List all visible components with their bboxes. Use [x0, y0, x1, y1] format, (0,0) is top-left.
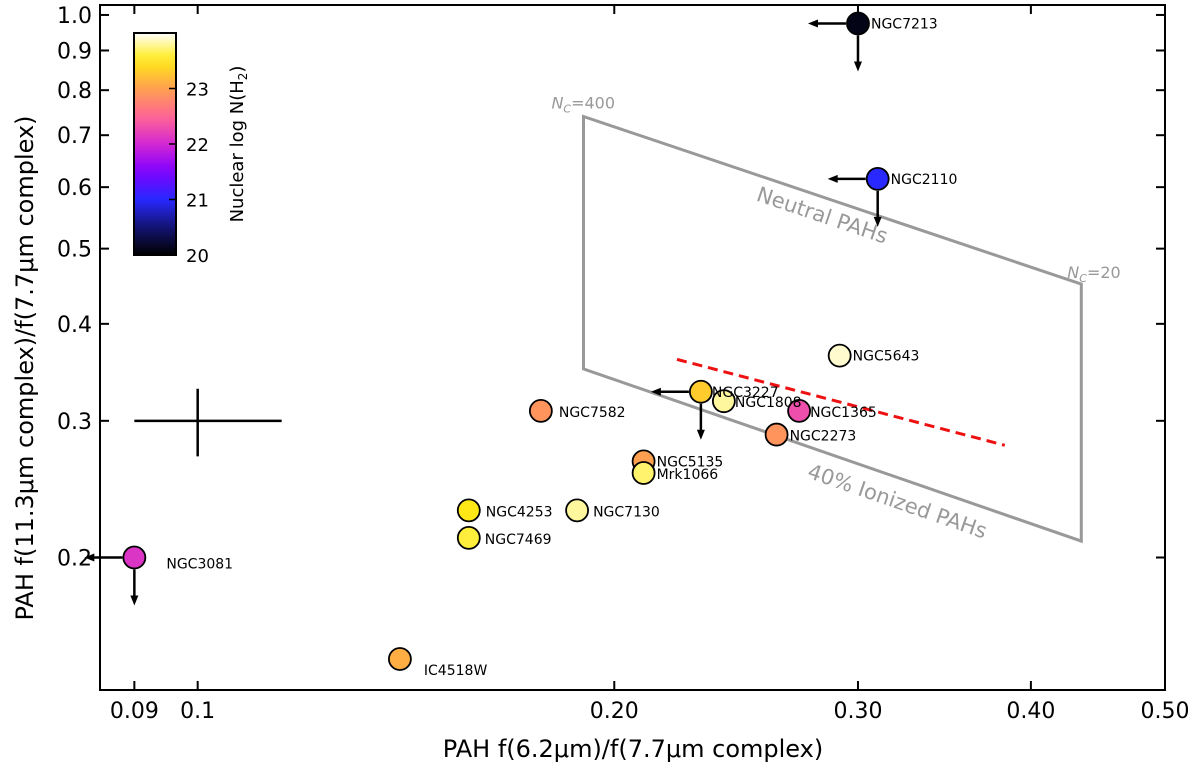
colorbar-tick-label: 21 [186, 191, 209, 212]
point-ngc7130 [565, 498, 589, 523]
upper-limit-y-arrowhead [696, 429, 705, 440]
upper-limit-x-arrowhead [84, 553, 95, 562]
ticks-layer: 0.09 0.1 0.20 0.30 0.40 0.50 0.2 0.3 0.4 0.5 0.6 0.… [57, 4, 1189, 724]
point-label: NGC5643 [853, 349, 920, 365]
colorbar-tick-label: 23 [186, 80, 209, 101]
y-tick-label: 0.3 [57, 410, 92, 435]
point-ngc7469 [456, 525, 481, 550]
point-ngc3227 [650, 379, 713, 440]
point-label: NGC4253 [486, 504, 553, 520]
y-axis-title: PAH f(11.3μm complex)/f(7.7μm complex) [11, 115, 39, 620]
point-label: NGC3081 [166, 557, 233, 573]
x-axis-title: PAH f(6.2μm)/f(7.7μm complex) [443, 735, 823, 763]
point-label: NGC1365 [810, 405, 877, 421]
plot-frame [99, 4, 1166, 691]
y-tick-label: 0.4 [57, 313, 92, 338]
point-ngc7582 [528, 398, 553, 423]
point-ngc3081 [84, 545, 147, 606]
nc-high-label: NC=400 [551, 93, 615, 115]
point-marker [122, 545, 147, 570]
point-label: NGC1808 [735, 395, 802, 411]
fit-line-layer [676, 357, 1006, 447]
point-marker [711, 389, 736, 414]
y-tick-label: 0.5 [57, 238, 92, 263]
point-label: Mrk1066 [657, 467, 719, 483]
upper-limit-x-arrowhead [807, 19, 818, 28]
y-tick-label: 0.7 [57, 124, 92, 149]
neutral-pahs-label: Neutral PAHs [754, 182, 891, 248]
point-marker [456, 498, 481, 523]
model-grid-outline [582, 114, 1083, 544]
upper-limit-x-arrowhead [827, 174, 838, 183]
x-tick-label: 0.40 [1006, 699, 1055, 724]
point-label: NGC3227 [712, 385, 779, 401]
point-label: NGC5135 [657, 454, 724, 470]
point-marker [865, 166, 890, 191]
point-marker [688, 379, 713, 404]
point-marker [787, 398, 811, 423]
point-label: NGC7582 [559, 405, 626, 421]
x-tick-label: 0.30 [833, 699, 882, 724]
point-marker [827, 343, 852, 368]
point-ic4518w [388, 647, 412, 671]
nc-low-label: NC=20 [1067, 263, 1120, 285]
upper-limit-x-arrowhead [650, 387, 661, 396]
point-ngc7213 [807, 11, 870, 72]
y-tick-label: 0.2 [57, 547, 92, 572]
point-marker [456, 525, 481, 550]
upper-limit-y-arrowhead [853, 61, 862, 72]
point-ngc2273 [764, 422, 789, 447]
y-tick-label: 0.9 [57, 39, 92, 64]
upper-limit-y-arrowhead [873, 216, 882, 227]
point-mrk1066 [631, 461, 656, 485]
x-tick-label: 0.09 [110, 699, 159, 724]
x-tick-label: 0.1 [180, 699, 215, 724]
point-ngc5643 [827, 343, 852, 368]
axes-frame [99, 4, 1166, 691]
point-marker [846, 11, 870, 36]
x-tick-label: 0.20 [590, 699, 639, 724]
point-label: NGC7130 [593, 504, 660, 520]
colorbar-tick-label: 22 [186, 135, 209, 156]
upper-limit-y-arrowhead [130, 595, 139, 606]
point-ngc1365 [787, 398, 811, 423]
point-label: NGC2110 [891, 172, 958, 188]
point-label: NGC7469 [485, 532, 552, 548]
points-layer [84, 11, 890, 671]
y-tick-label: 0.6 [57, 176, 92, 201]
point-marker [565, 498, 589, 523]
point-label: NGC2273 [790, 429, 857, 445]
point-label: IC4518W [424, 663, 488, 679]
point-marker [631, 461, 656, 485]
point-ngc2110 [827, 166, 890, 227]
y-tick-label: 1.0 [57, 4, 92, 29]
colorbar-label: Nuclear log N(H2) [227, 66, 250, 223]
point-ngc4253 [456, 498, 481, 523]
point-marker [388, 647, 412, 671]
point-marker [528, 398, 553, 423]
error-bar-layer [134, 388, 282, 457]
point-marker [764, 422, 789, 447]
y-tick-label: 0.8 [57, 79, 92, 104]
point-ngc1808 [711, 389, 736, 414]
x-tick-label: 0.50 [1141, 699, 1190, 724]
point-label: NGC7213 [871, 16, 938, 32]
fit-line [676, 357, 1006, 447]
colorbar: 20 21 22 23 Nuclear log N(H2) [133, 32, 250, 267]
colorbar-tick-label: 20 [186, 246, 209, 267]
